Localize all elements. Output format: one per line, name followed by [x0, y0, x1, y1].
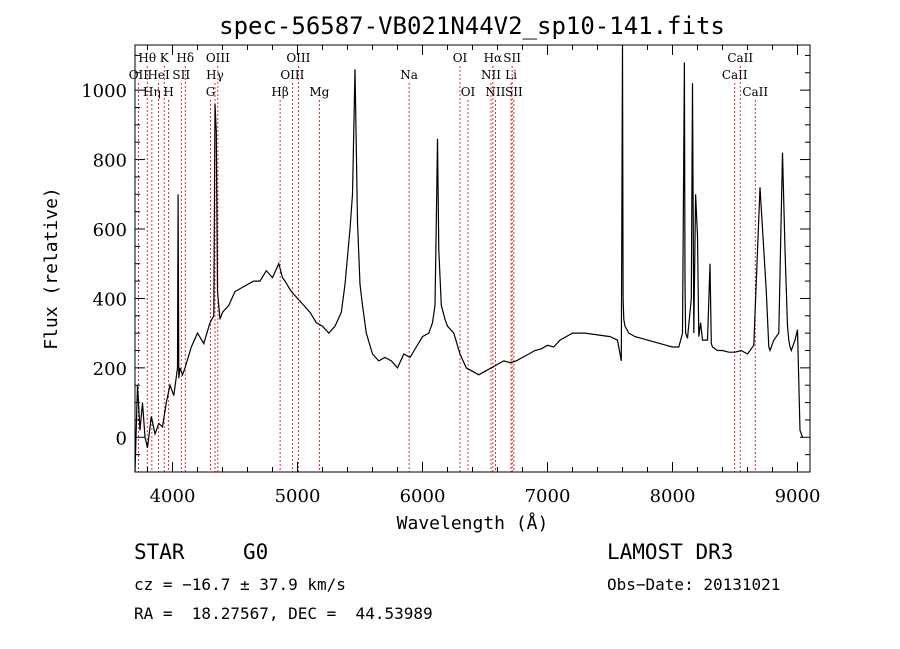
spectral-line-label: OIII [286, 51, 310, 65]
spectral-line-label: OII [129, 68, 149, 82]
spectral-line-label: Hθ [138, 51, 156, 65]
y-tick-label: 1000 [81, 81, 127, 102]
spectral-line-label: SII [172, 68, 190, 82]
spectral-line-label: Hβ [271, 85, 288, 99]
spectral-line-label: Hη [143, 85, 161, 99]
spectral-line-label: Li [505, 68, 517, 82]
x-axis-label: Wavelength (Å) [397, 512, 549, 534]
spectrum-line [134, 44, 804, 473]
spectral-line-label: G [206, 85, 216, 99]
object-class: STAR [134, 540, 185, 564]
x-axis: 4000 5000 6000 7000 8000 9000 [147, 45, 821, 507]
y-tick-label: 0 [116, 428, 127, 449]
line-markers: Hθ OII Hη HeI K H SII Hδ G Hγ OIII Hβ OIII OIII Mg Na OI… [129, 51, 768, 472]
spectral-line-label: OI [453, 51, 468, 65]
spectral-line-label: Hγ [206, 68, 224, 82]
spectral-line-label: NII [485, 85, 505, 99]
y-tick-label: 800 [93, 151, 127, 172]
y-tick-label: 400 [93, 289, 127, 310]
survey-name: LAMOST DR3 [607, 540, 734, 564]
spectral-line-label: Mg [309, 85, 329, 99]
x-tick-label: 9000 [775, 486, 821, 507]
chart-title: spec-56587-VB021N44V2_sp10-141.fits [219, 12, 725, 40]
x-tick-label: 7000 [525, 486, 571, 507]
spectral-line-label: OI [461, 85, 476, 99]
spectral-line-label: Hδ [176, 51, 194, 65]
spectral-line-label: SII [503, 51, 521, 65]
y-axis-label: Flux (relative) [41, 187, 62, 350]
x-tick-label: 6000 [400, 486, 446, 507]
spectral-line-label: H [163, 85, 173, 99]
spectral-line-label: Hα [484, 51, 503, 65]
plot-frame [134, 44, 811, 473]
object-subclass: G0 [243, 540, 269, 564]
redshift-readout: cz = −16.7 ± 37.9 km/s [134, 575, 346, 594]
y-tick-label: 600 [93, 220, 127, 241]
observation-date: Obs−Date: 20131021 [607, 575, 781, 594]
x-tick-label: 5000 [275, 486, 321, 507]
spectral-line-label: CaII [722, 68, 748, 82]
spectral-line-label: SII [505, 85, 523, 99]
spectral-line-label: Na [400, 68, 418, 82]
spectral-line-label: CaII [742, 85, 768, 99]
spectral-line-label: CaII [727, 51, 753, 65]
spectral-line-label: HeI [147, 68, 170, 82]
spectral-line-label: OIII [206, 51, 230, 65]
y-axis: 0 200 400 600 800 1000 [81, 54, 810, 473]
coordinates-readout: RA = 18.27567, DEC = 44.53989 [134, 604, 433, 623]
x-tick-label: 8000 [650, 486, 696, 507]
spectral-line-label: K [160, 51, 170, 65]
x-tick-label: 4000 [150, 486, 196, 507]
y-tick-label: 200 [93, 359, 127, 380]
spectral-line-label: NII [481, 68, 501, 82]
spectral-line-label: OIII [280, 68, 304, 82]
